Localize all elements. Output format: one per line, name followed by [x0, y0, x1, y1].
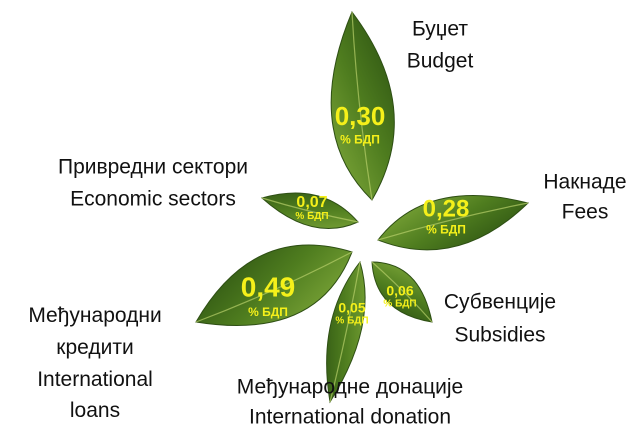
leaf-infographic: 0,30% БДПБуџетBudget0,28% БДПНакнадеFees… — [0, 0, 627, 432]
leaf-unit: % БДП — [426, 223, 466, 237]
leaf-value: 0,05 — [338, 300, 365, 316]
leaf-value: 0,28 — [423, 195, 470, 222]
leaf-value: 0,30 — [335, 101, 386, 131]
label-sr: Буџет — [412, 18, 468, 41]
leaf-value: 0,07 — [296, 194, 327, 211]
label-sr: Међународни кредити — [28, 304, 161, 359]
leaf-unit: % БДП — [335, 316, 368, 327]
leaf-unit: % БДП — [383, 299, 416, 310]
label-en: Fees — [562, 201, 609, 224]
label-en: International donation — [249, 406, 451, 429]
label-en: Economic sectors — [70, 188, 236, 211]
label-line: International — [37, 368, 153, 391]
leaf-value: 0,06 — [386, 283, 413, 299]
label-sr: Привредни сектори — [58, 156, 248, 179]
label-line: кредити — [56, 336, 133, 359]
label-en: International loans — [37, 368, 153, 422]
label-line: Међународни — [28, 304, 161, 327]
label-en: Subsidies — [454, 324, 545, 347]
label-en: Budget — [407, 50, 474, 73]
label-sr: Накнаде — [543, 171, 626, 194]
label-sr: Субвенције — [444, 291, 556, 314]
label-line: loans — [70, 399, 120, 422]
leaf-value: 0,49 — [241, 271, 296, 302]
leaf-unit: % БДП — [248, 305, 288, 319]
leaf-unit: % БДП — [340, 132, 380, 146]
label-sr: Међународне донације — [237, 376, 463, 399]
leaf-unit: % БДП — [295, 211, 328, 222]
